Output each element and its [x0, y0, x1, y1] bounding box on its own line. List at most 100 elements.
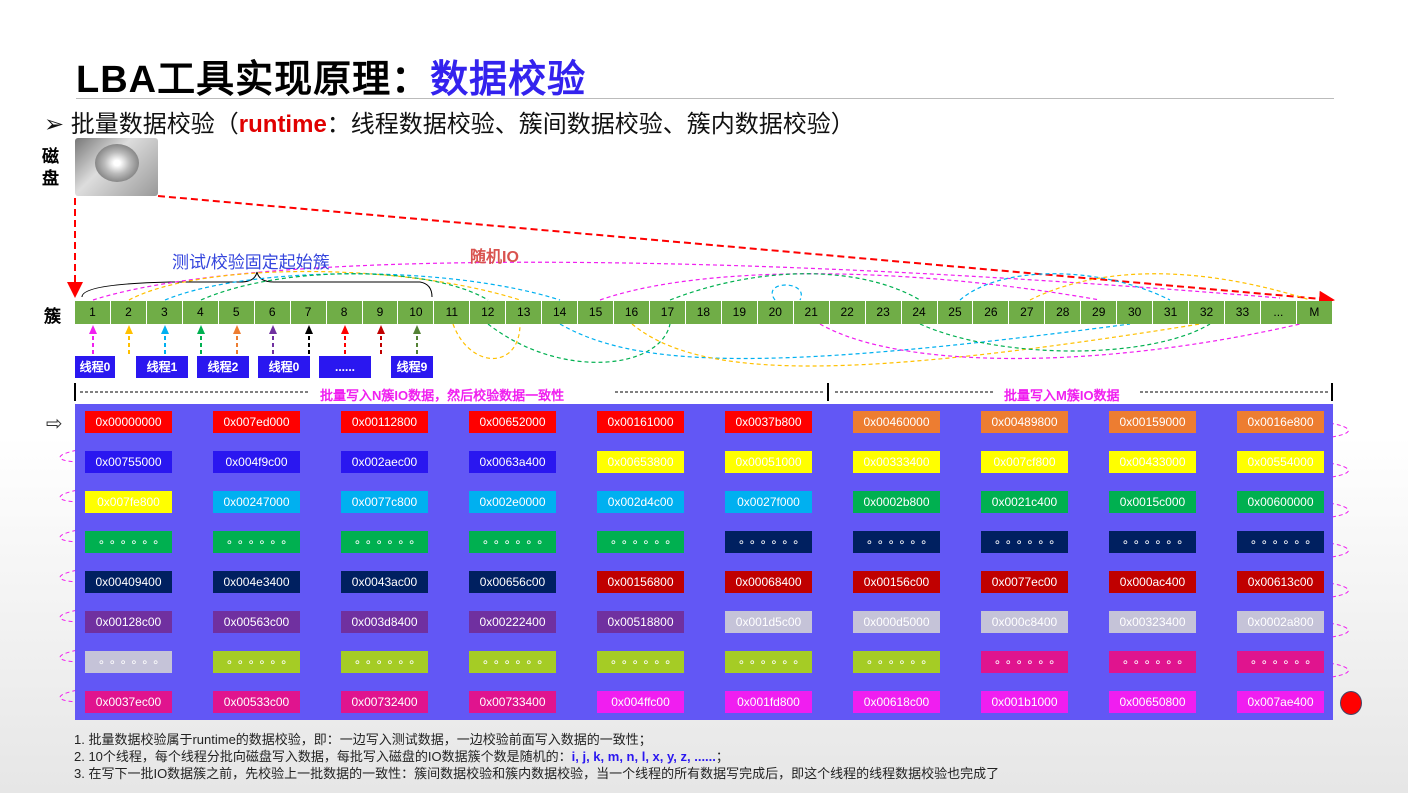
thread-arrowhead: [233, 325, 241, 334]
cluster-cell: 28: [1045, 301, 1082, 324]
io-cluster-cell: 0x00755000: [85, 451, 172, 473]
io-cluster-cell: ∘ ∘ ∘ ∘ ∘ ∘: [341, 651, 428, 673]
cluster-cell: 23: [865, 301, 902, 324]
io-cluster-cell: 0x00563c00: [213, 611, 300, 633]
disk-label: 磁盘: [42, 147, 59, 188]
io-cluster-cell: ∘ ∘ ∘ ∘ ∘ ∘: [213, 531, 300, 553]
io-cluster-cell: 0x0021c400: [981, 491, 1068, 513]
span-n-label: 批量写入N簇IO数据，然后校验数据一致性: [314, 385, 571, 404]
io-cluster-cell: 0x001fd800: [725, 691, 812, 713]
hard-disk-icon: [75, 138, 158, 196]
io-cluster-cell: 0x000c8400: [981, 611, 1068, 633]
io-cluster-cell: 0x00656c00: [469, 571, 556, 593]
bullet-prefix: 批量数据校验（: [70, 111, 239, 138]
io-cluster-cell: 0x00000000: [85, 411, 172, 433]
io-cluster-cell: ∘ ∘ ∘ ∘ ∘ ∘: [85, 651, 172, 673]
cluster-bar: 1 2 3 4 5 6 7 8 9 10 11 12 13 14 15 16 17 18 19 20 21 22 23 24 2…: [75, 301, 1333, 324]
io-cluster-cell: 0x007ed000: [213, 411, 300, 433]
io-cluster-cell: 0x00613c00: [1237, 571, 1324, 593]
disk-to-cluster-m-arrow: [157, 195, 1335, 307]
io-cluster-cell: ∘ ∘ ∘ ∘ ∘ ∘: [725, 651, 812, 673]
io-cluster-cell: 0x000d5000: [853, 611, 940, 633]
io-cluster-cell: 0x0077c800: [341, 491, 428, 513]
io-cluster-cell: ∘ ∘ ∘ ∘ ∘ ∘: [597, 531, 684, 553]
note-1: 1. 批量数据校验属于runtime的数据校验，即：一边写入测试数据，一边校验前…: [74, 732, 652, 747]
io-cluster-cell: 0x00323400: [1109, 611, 1196, 633]
cluster-cell: 7: [290, 301, 327, 324]
cluster-cell: 33: [1225, 301, 1261, 324]
cluster-cell: 19: [721, 301, 758, 324]
io-cluster-cell: 0x000ac400: [1109, 571, 1196, 593]
io-cluster-cell: ∘ ∘ ∘ ∘ ∘ ∘: [1237, 651, 1324, 673]
io-cluster-cell: 0x004ffc00: [597, 691, 684, 713]
thread-arrowhead: [125, 325, 133, 334]
io-cluster-cell: 0x0063a400: [469, 451, 556, 473]
io-cluster-cell: ∘ ∘ ∘ ∘ ∘ ∘: [1109, 651, 1196, 673]
io-cluster-cell: 0x00333400: [853, 451, 940, 473]
title-highlight: 数据校验: [430, 59, 587, 101]
io-cluster-cell: 0x007ae400: [1237, 691, 1324, 713]
io-cluster-cell: 0x00653800: [597, 451, 684, 473]
io-cluster-cell: ∘ ∘ ∘ ∘ ∘ ∘: [597, 651, 684, 673]
thread-box: 线程0: [258, 356, 310, 378]
io-cluster-cell: 0x0037b800: [725, 411, 812, 433]
note-3: 3. 在写下一批IO数据簇之前，先校验上一批数据的一致性：簇间数据校验和簇内数据…: [74, 766, 1000, 781]
bullet-runtime: runtime: [238, 111, 327, 138]
cluster-cell: 24: [901, 301, 938, 324]
fixed-start-brace: [81, 271, 433, 298]
io-cluster-cell: ∘ ∘ ∘ ∘ ∘ ∘: [341, 531, 428, 553]
io-cluster-cell: 0x004f9c00: [213, 451, 300, 473]
io-cluster-cell: 0x00554000: [1237, 451, 1324, 473]
io-cluster-cell: 0x003d8400: [341, 611, 428, 633]
cluster-cell: 21: [793, 301, 830, 324]
random-io-label: 随机IO: [470, 249, 519, 266]
thread-box: 线程9: [391, 356, 433, 378]
io-cluster-cell: 0x00460000: [853, 411, 940, 433]
cluster-cell: 20: [757, 301, 794, 324]
io-cluster-cell: ∘ ∘ ∘ ∘ ∘ ∘: [469, 651, 556, 673]
thread-arrowhead: [305, 325, 313, 334]
io-cluster-cell: 0x00618c00: [853, 691, 940, 713]
bullet-heading: ➢ 批量数据校验（runtime：线程数据校验、簇间数据校验、簇内数据校验）: [44, 104, 855, 139]
cluster-cell: 27: [1009, 301, 1046, 324]
io-cluster-cell: 0x00159000: [1109, 411, 1196, 433]
io-cluster-cell: 0x002aec00: [341, 451, 428, 473]
io-cluster-cell: 0x0037ec00: [85, 691, 172, 713]
cluster-cell: M: [1296, 301, 1333, 324]
cluster-cell: 18: [685, 301, 722, 324]
io-cluster-cell: ∘ ∘ ∘ ∘ ∘ ∘: [853, 531, 940, 553]
span-m-label: 批量写入M簇IO数据: [998, 385, 1126, 404]
cluster-cell: 13: [506, 301, 543, 324]
io-cluster-cell: 0x00650800: [1109, 691, 1196, 713]
thread-box: 线程2: [197, 356, 249, 378]
thread-arrowhead: [341, 325, 349, 334]
row-start-arrow-icon: ⇨: [46, 413, 63, 435]
title-main: LBA工具实现原理：: [76, 59, 431, 101]
bullet-suffix: ：线程数据校验、簇间数据校验、簇内数据校验）: [326, 111, 855, 138]
io-cluster-cell: ∘ ∘ ∘ ∘ ∘ ∘: [981, 531, 1068, 553]
cluster-cell: 32: [1189, 301, 1225, 324]
io-cluster-cell: 0x007cf800: [981, 451, 1068, 473]
io-cluster-cell: 0x00051000: [725, 451, 812, 473]
cluster-cell: 12: [470, 301, 507, 324]
io-cluster-cell: 0x00652000: [469, 411, 556, 433]
notes: 1. 批量数据校验属于runtime的数据校验，即：一边写入测试数据，一边校验前…: [74, 731, 999, 782]
cluster-cell: 29: [1081, 301, 1118, 324]
cluster-cell: 26: [973, 301, 1010, 324]
io-cluster-cell: 0x0002a800: [1237, 611, 1324, 633]
cluster-cell: 5: [218, 301, 255, 324]
cluster-cell: 11: [434, 301, 471, 324]
io-cluster-cell: 0x00161000: [597, 411, 684, 433]
cluster-cell: 8: [326, 301, 363, 324]
title-divider: [76, 98, 1334, 99]
cluster-cell: 22: [829, 301, 866, 324]
fixed-start-label: 测试/校验固定起始簇: [172, 253, 330, 272]
io-cluster-cell: 0x00156c00: [853, 571, 940, 593]
io-cluster-cell: ∘ ∘ ∘ ∘ ∘ ∘: [1237, 531, 1324, 553]
note-2-prefix: 2. 10个线程，每个线程分批向磁盘写入数据，每批写入磁盘的IO数据簇个数是随机…: [74, 749, 572, 764]
io-cluster-cell: 0x002d4c00: [597, 491, 684, 513]
io-cluster-cell: 0x00732400: [341, 691, 428, 713]
thread-arrowhead: [377, 325, 385, 334]
thread-arrowhead: [269, 325, 277, 334]
io-cluster-cell: 0x007fe800: [85, 491, 172, 513]
